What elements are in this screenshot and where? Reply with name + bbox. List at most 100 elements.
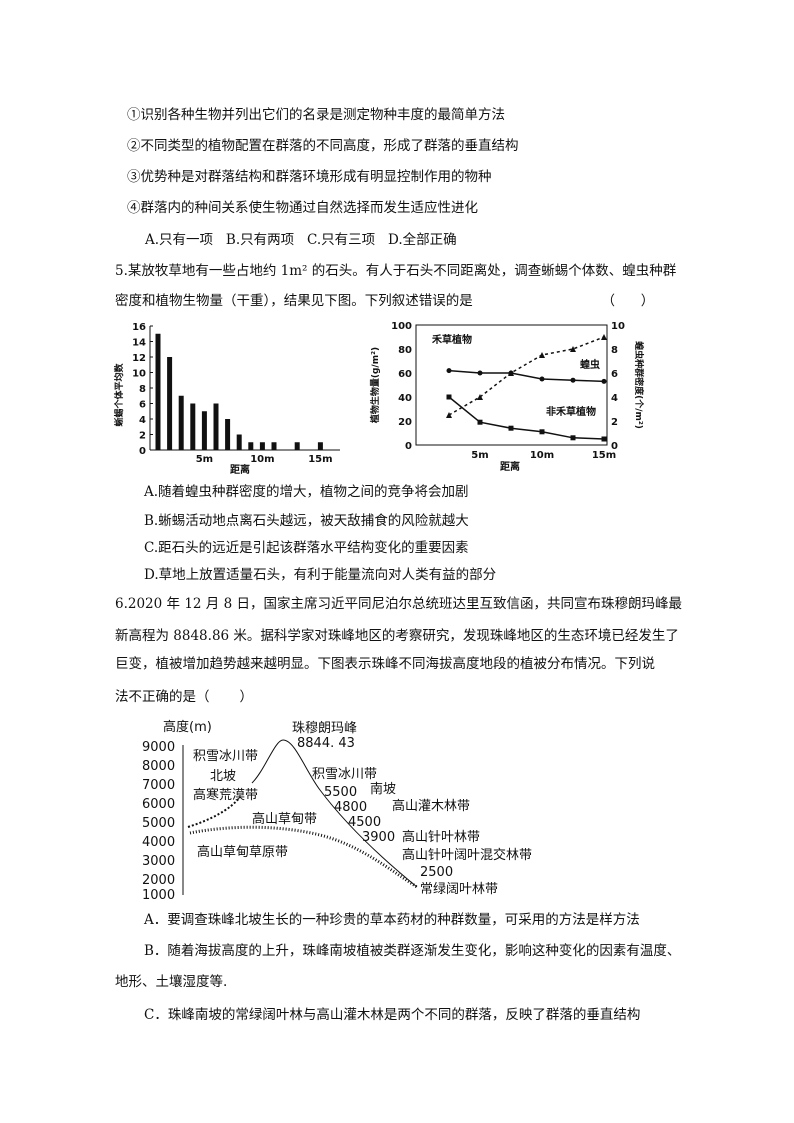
bar xyxy=(167,357,173,450)
y-axis-label: 蜥蜴个体平均数 xyxy=(113,363,125,427)
y-tick: 1000 xyxy=(142,888,175,900)
bar xyxy=(259,442,265,450)
q6-stem: 新高程为 8848.86 米。据科学家对珠峰地区的考察研究，发现珠峰地区的生态环… xyxy=(115,628,679,644)
x-tick-label: 10m xyxy=(250,454,274,465)
x-tick-label: 10m xyxy=(530,450,554,461)
data-point xyxy=(539,376,545,382)
x-tick-label: 5m xyxy=(471,450,488,461)
plant-locust-line-chart: 0 20 40 60 80 100 0 2 4 6 8 10 5m 10m 15m 距离 植物生物量(g/m²)… xyxy=(369,321,645,473)
bar xyxy=(225,419,231,450)
data-point xyxy=(477,419,483,425)
q5-option-c: C.距石头的远近是引起该群落水平结构变化的重要因素 xyxy=(144,540,469,556)
series-label-grass: 禾草植物 xyxy=(432,333,472,346)
peak-height: 8844. 43 xyxy=(297,736,355,751)
q4-statement: ②不同类型的植物配置在群落的不同高度，形成了群落的垂直结构 xyxy=(127,138,519,154)
y-tick-label: 10 xyxy=(132,369,146,380)
north-steppe-zone: 高山草甸草原带 xyxy=(197,844,288,860)
q6-stem: 法不正确的是（ ） xyxy=(115,689,254,705)
south-mixed-zone: 高山针叶阔叶混交林带 xyxy=(402,847,532,863)
bar xyxy=(236,434,242,450)
q4-options: A.只有一项 B.只有两项 C.只有三项 D.全部正确 xyxy=(145,232,457,248)
series-label-locust: 蝗虫 xyxy=(580,358,600,371)
data-point xyxy=(477,394,483,400)
peak-name: 珠穆朗玛峰 xyxy=(292,721,357,736)
series-line xyxy=(448,369,605,383)
y-tick-label: 60 xyxy=(398,369,412,380)
q6-option-b: B．随着海拔高度的上升，珠峰南坡植被类群逐渐发生变化，影响这种变化的因素有温度、 xyxy=(144,943,681,959)
y-tick-label: 6 xyxy=(139,400,146,411)
y-tick: 4000 xyxy=(142,835,175,850)
y-tick-label: 12 xyxy=(132,353,146,364)
y-right-tick-label: 6 xyxy=(611,369,618,380)
height-3900: 3900 xyxy=(362,830,395,845)
y-tick-label: 8 xyxy=(139,384,146,395)
q5-stem: 5.某放牧草地有一些占地约 1m² 的石头。有人于石头不同距离处，调查蜥蜴个体数… xyxy=(115,263,677,279)
q6-option-b-cont: 地形、土壤湿度等. xyxy=(115,974,228,990)
q4-statement: ①识别各种生物并列出它们的名录是测定物种丰度的最简单方法 xyxy=(127,107,505,123)
y-tick-label: 2 xyxy=(139,431,146,442)
y-tick-label: 4 xyxy=(139,415,146,426)
y-tick-label: 20 xyxy=(398,417,412,428)
y-tick: 9000 xyxy=(142,740,175,755)
series-line xyxy=(448,396,605,440)
plot-frame xyxy=(415,324,608,446)
data-point xyxy=(539,352,545,358)
bar xyxy=(317,442,323,450)
q5-option-a: A.随着蝗虫种群密度的增大，植物之间的竞争将会加剧 xyxy=(144,484,469,500)
south-meadow-zone: 高山草甸带 xyxy=(252,811,317,827)
q6-stem: 6.2020 年 12 月 8 日，国家主席习近平同尼泊尔总统班达里互致信函，共… xyxy=(115,596,682,612)
q5-option-b: B.蜥蜴活动地点离石头越远，被天敌捕食的风险就越大 xyxy=(144,513,469,529)
q6-stem: 巨变，植被增加趋势越来越明显。下图表示珠峰不同海拔高度地段的植被分布情况。下列说 xyxy=(115,656,655,672)
north-snow-zone: 积雪冰川带 xyxy=(193,749,258,764)
bar xyxy=(190,403,196,450)
y-right-axis-label: 蝗虫种群密度(个/m²) xyxy=(633,341,645,429)
y-tick-label: 16 xyxy=(132,322,146,333)
q6-option-c: C．珠峰南坡的常绿阔叶林与高山灌木林是两个不同的群落，反映了群落的垂直结构 xyxy=(144,1007,641,1023)
y-tick: 2000 xyxy=(142,873,175,888)
y-tick-label: 100 xyxy=(391,321,412,332)
q5-stem: 密度和植物生物量（干重），结果见下图。下列叙述错误的是 （ ） xyxy=(115,293,655,309)
y-tick: 8000 xyxy=(142,759,175,774)
data-point xyxy=(477,370,483,376)
lizard-bar-chart: 0 2 4 6 8 10 12 14 16 5m 10m 15m 距离 蜥蜴个体平均数 xyxy=(113,322,340,475)
y-tick: 3000 xyxy=(142,854,175,869)
y-tick-label: 80 xyxy=(398,345,412,356)
x-tick-label: 5m xyxy=(196,454,213,465)
height-4500: 4500 xyxy=(348,815,381,830)
south-snow-zone: 积雪冰川带 xyxy=(312,767,377,782)
y-right-tick-label: 2 xyxy=(611,417,618,428)
north-desert-zone: 高寒荒漠带 xyxy=(193,787,258,803)
x-axis-label: 距离 xyxy=(230,463,250,475)
data-point xyxy=(570,346,576,352)
bar xyxy=(294,442,300,450)
height-2500: 2500 xyxy=(420,865,453,880)
y-right-tick-label: 8 xyxy=(611,345,618,356)
series-label-nongrass: 非禾草植物 xyxy=(546,405,596,418)
data-point xyxy=(601,334,607,340)
data-point xyxy=(508,425,514,431)
q5-option-d: D.草地上放置适量石头，有利于能量流向对人类有益的部分 xyxy=(144,567,497,583)
y-tick: 6000 xyxy=(142,797,175,812)
south-evergreen-zone: 常绿阔叶林带 xyxy=(420,882,498,897)
south-shrub-zone: 高山灌木林带 xyxy=(392,798,470,814)
data-point xyxy=(508,370,514,376)
y-tick-label: 40 xyxy=(398,393,412,404)
data-point xyxy=(539,429,545,435)
y-tick-label: 0 xyxy=(405,441,412,452)
data-point xyxy=(570,435,576,441)
data-point xyxy=(601,436,607,442)
south-conifer-zone: 高山针叶林带 xyxy=(402,829,480,845)
bar xyxy=(201,411,207,450)
q4-statement: ③优势种是对群落结构和群落环境形成有明显控制作用的物种 xyxy=(127,169,492,185)
y-right-tick-label: 0 xyxy=(611,441,618,452)
y-tick-label: 14 xyxy=(132,338,146,349)
x-tick-label: 15m xyxy=(592,450,616,461)
north-slope-label: 北坡 xyxy=(210,769,236,784)
data-point xyxy=(446,368,452,374)
south-slope-label: 南坡 xyxy=(370,781,396,797)
data-point xyxy=(570,377,576,383)
height-4800: 4800 xyxy=(334,800,367,815)
data-point xyxy=(446,412,452,418)
bar xyxy=(213,403,219,450)
